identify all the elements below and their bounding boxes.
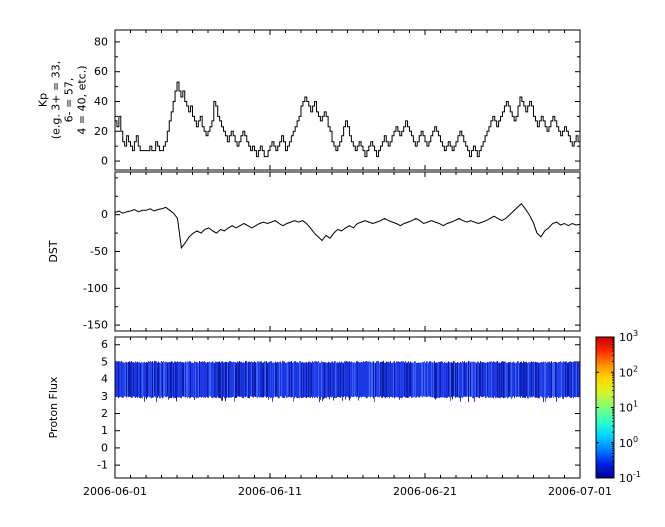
y-tick-label: 5 xyxy=(101,355,108,368)
kp-series xyxy=(115,81,580,158)
y-tick-label: -1 xyxy=(97,459,108,472)
y-tick-label: 0 xyxy=(101,155,108,168)
y-tick-label: 6 xyxy=(101,338,108,351)
y-tick-label: 2 xyxy=(101,407,108,420)
y-tick-label: 60 xyxy=(94,65,108,78)
y-axis-label: Kp xyxy=(37,93,50,107)
colorbar-tick-label: 100 xyxy=(619,435,638,450)
colorbar-tick-label: 103 xyxy=(619,329,638,344)
y-axis-label: 4 = 40, etc.) xyxy=(76,65,89,134)
colorbar-tick-label: 101 xyxy=(619,400,638,415)
y-axis-label: DST xyxy=(47,240,60,262)
y-axis-label: 6- = 57, xyxy=(63,78,76,123)
colorbar: 103 102 101 100 10-1 xyxy=(595,329,641,485)
y-tick-label: 80 xyxy=(94,35,108,48)
proton-flux-panel: -1 0 1 2 3 4 5 6 Proton Flux xyxy=(47,336,581,479)
y-tick-label: 4 xyxy=(101,373,108,386)
y-tick-label: -150 xyxy=(83,319,108,332)
dst-panel: 0 -50 -100 -150 DST xyxy=(47,171,581,332)
y-tick-label: 1 xyxy=(101,424,108,437)
y-axis-label: Proton Flux xyxy=(47,376,60,438)
x-axis-labels: 2006-06-01 2006-06-11 2006-06-21 2006-07-01 xyxy=(83,485,612,498)
colorbar-tick-label: 102 xyxy=(619,364,638,379)
x-tick-label: 2006-06-01 xyxy=(83,485,147,498)
y-tick-label: 0 xyxy=(101,208,108,221)
y-tick-label: 40 xyxy=(94,95,108,108)
kp-panel: 0 20 40 60 80 Kp (e.g. 3+ = 33, 6- = 57, 4 = 40,… xyxy=(37,29,581,171)
y-tick-label: 20 xyxy=(94,125,108,138)
x-tick-label: 2006-06-11 xyxy=(238,485,302,498)
y-tick-label: -50 xyxy=(90,245,108,258)
x-tick-label: 2006-06-21 xyxy=(393,485,457,498)
y-tick-label: -100 xyxy=(83,282,108,295)
colorbar-tick-label: 10-1 xyxy=(619,470,641,485)
y-tick-label: 0 xyxy=(101,441,108,454)
y-tick-label: 3 xyxy=(101,390,108,403)
dst-series xyxy=(114,202,581,250)
x-tick-label: 2006-07-01 xyxy=(548,485,612,498)
y-axis-label: (e.g. 3+ = 33, xyxy=(50,61,63,139)
